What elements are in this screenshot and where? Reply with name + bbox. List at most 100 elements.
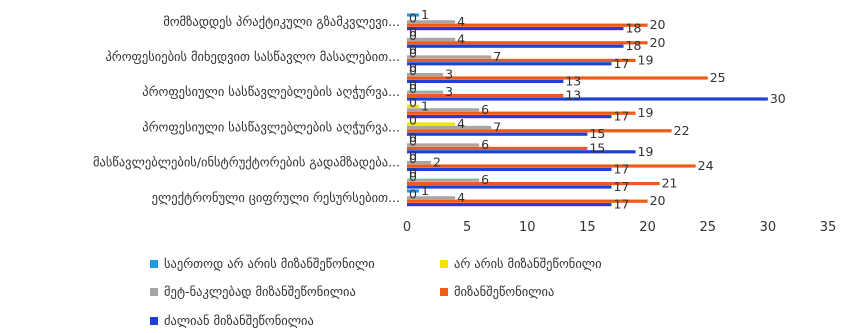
data-label: 4: [457, 116, 465, 131]
data-label: 6: [481, 172, 489, 187]
data-label: 18: [626, 21, 642, 36]
bar: [407, 115, 612, 119]
data-label: 20: [650, 17, 666, 32]
bar: [407, 122, 456, 126]
bar: [407, 37, 456, 41]
bar: [407, 41, 648, 45]
data-label: 0: [409, 169, 417, 184]
data-label: 0: [409, 28, 417, 43]
data-label: 24: [698, 158, 714, 173]
bar: [407, 196, 456, 200]
data-label: 17: [613, 179, 629, 194]
bar: [407, 167, 612, 171]
x-tick-label: 15: [579, 220, 596, 235]
data-label: 17: [613, 197, 629, 212]
bar: [407, 94, 564, 98]
bar: [407, 199, 648, 203]
data-label: 3: [445, 67, 453, 82]
data-label: 0: [409, 130, 417, 145]
x-tick-label: 5: [463, 220, 471, 235]
category-label: პროფესიული სასწავლებლების აღჭურვა...: [142, 84, 400, 99]
x-axis-ticks: 0 5 10 15 20 25 30 35: [403, 220, 836, 235]
data-label: 0: [409, 63, 417, 78]
data-label: 0: [409, 46, 417, 61]
data-label: 22: [674, 123, 690, 138]
data-label: 17: [613, 161, 629, 176]
bar: [407, 44, 624, 48]
data-label: 0: [409, 42, 417, 57]
category-label: ელექტრონული ციფრული რესურსებით...: [152, 190, 400, 205]
data-label: 3: [445, 84, 453, 99]
data-label: 0: [409, 10, 417, 25]
data-label: 2: [433, 155, 441, 170]
x-tick-label: 25: [699, 220, 716, 235]
bar: [407, 150, 636, 154]
data-label: 19: [638, 144, 654, 159]
bar: [407, 111, 636, 115]
category-label: მომზადდეს პრაქტიკული გზამკვლევი...: [163, 14, 400, 29]
bar: [407, 62, 612, 66]
bar: [407, 13, 420, 17]
bar: [407, 143, 480, 147]
category-label: მასწავლებლების/ინსტრუქტორების გადამზადებ…: [93, 155, 400, 170]
data-label: 15: [589, 126, 605, 141]
bar: [407, 90, 444, 94]
data-label: 19: [638, 105, 654, 120]
data-label: 0: [409, 134, 417, 149]
bar: [407, 129, 672, 133]
data-label: 0: [409, 113, 417, 128]
bar: [407, 27, 624, 31]
bar: [407, 97, 768, 101]
x-tick-label: 0: [403, 220, 411, 235]
data-label: 4: [457, 190, 465, 205]
data-label: 0: [409, 60, 417, 75]
bar: [407, 203, 612, 207]
data-label: 0: [409, 151, 417, 166]
bar: [407, 182, 660, 186]
data-label: 1: [421, 98, 429, 113]
data-label: 0: [409, 95, 417, 110]
data-label: 19: [638, 52, 654, 67]
bar: [407, 146, 588, 150]
bar: [407, 55, 492, 59]
data-label: 4: [457, 14, 465, 29]
data-label: 0: [409, 81, 417, 96]
data-label: 18: [626, 38, 642, 53]
data-label: 20: [650, 193, 666, 208]
data-label: 0: [409, 25, 417, 40]
data-label: 20: [650, 35, 666, 50]
data-label: 13: [565, 88, 581, 103]
bar: [407, 161, 432, 165]
data-label: 1: [421, 183, 429, 198]
bar: [407, 73, 444, 77]
bar: [407, 20, 456, 24]
chart-bars: [407, 13, 768, 207]
data-label: 21: [662, 176, 678, 191]
data-label: 7: [493, 49, 501, 64]
x-tick-label: 35: [820, 220, 837, 235]
data-label: 17: [613, 109, 629, 124]
x-tick-label: 20: [639, 220, 656, 235]
data-label: 13: [565, 73, 581, 88]
x-tick-label: 10: [519, 220, 536, 235]
data-label: 0: [409, 186, 417, 201]
bar: [407, 125, 492, 129]
data-label: 0: [409, 165, 417, 180]
bar: [407, 132, 588, 136]
bar: [407, 79, 564, 83]
data-label: 0: [409, 77, 417, 92]
data-label: 7: [493, 119, 501, 134]
data-label: 30: [770, 91, 786, 106]
data-label: 25: [710, 70, 726, 85]
data-label: 15: [589, 140, 605, 155]
data-label: 6: [481, 102, 489, 117]
data-label: 4: [457, 31, 465, 46]
category-label: პროფესიების მიხედვით სასწავლო მასალებით.…: [105, 49, 400, 64]
bar: [407, 189, 420, 193]
bar: [407, 76, 708, 80]
bar: [407, 104, 420, 108]
data-label: 17: [613, 56, 629, 71]
bar: [407, 178, 480, 182]
